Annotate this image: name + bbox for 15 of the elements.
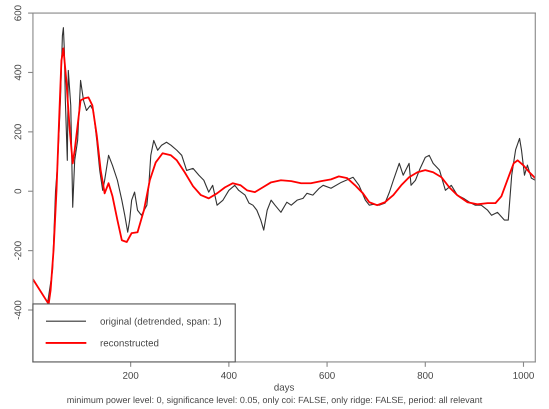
y-tick-label: -400 <box>14 300 22 320</box>
text: minimum power level: 0, significance level: 0.05, only coi: FALSE, only ridge: FALSE, period: all relevant <box>67 396 482 405</box>
legend-label: original (detrended, span: 1) <box>100 318 222 327</box>
y-tick-label: 200 <box>14 124 22 140</box>
y-tick-label: 600 <box>14 5 22 21</box>
x-tick-label: 400 <box>220 372 237 379</box>
x-tick-label: 600 <box>319 372 335 379</box>
y-tick-label: 400 <box>14 64 22 80</box>
x-tick-label: 800 <box>418 372 434 379</box>
x-tick-label: 1000 <box>513 372 534 379</box>
y-tick-label: 0 <box>14 188 22 194</box>
legend-label: reconstructed <box>100 339 158 346</box>
x-tick-label: 200 <box>123 372 138 379</box>
x-axis-title: days <box>274 384 294 393</box>
y-tick-label: -200 <box>14 241 22 260</box>
